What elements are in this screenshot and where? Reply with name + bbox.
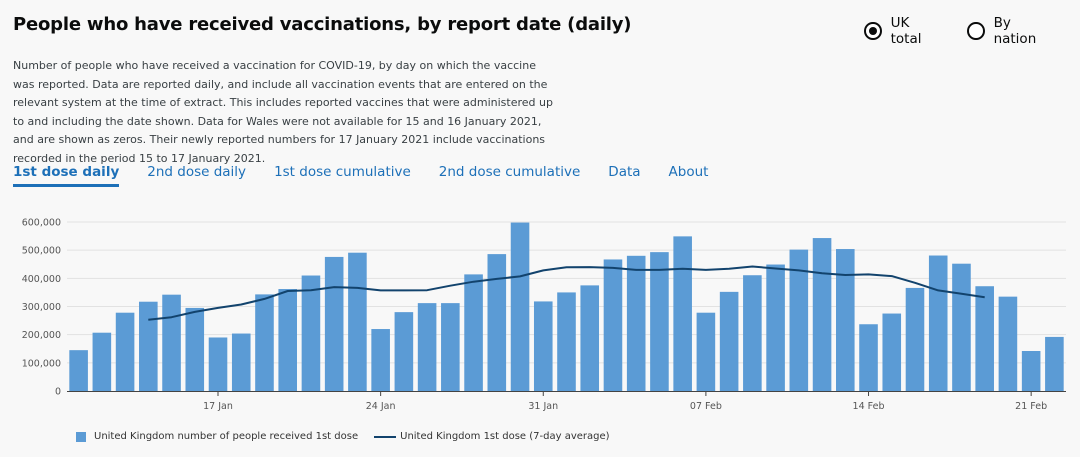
bar (115, 312, 135, 391)
chart-description: Number of people who have received a vac… (13, 59, 553, 165)
bar (510, 222, 530, 391)
bar (464, 274, 483, 391)
bar (557, 292, 576, 391)
bar (231, 333, 251, 391)
bar (626, 255, 646, 391)
view-radio-group: UK total By nation (864, 15, 1080, 47)
bar (603, 259, 623, 391)
bar (719, 291, 739, 391)
bar (371, 329, 390, 391)
radio-uk-total-label: UK total (890, 15, 922, 47)
tab-about[interactable]: About (668, 164, 709, 180)
y-tick-label: 400,000 (22, 274, 61, 285)
bar (1021, 351, 1041, 391)
bar (139, 301, 158, 391)
x-tick-label: 17 Jan (203, 401, 233, 412)
bar (208, 337, 228, 391)
bar (487, 254, 507, 391)
y-tick-label: 100,000 (22, 358, 61, 369)
bar (696, 312, 716, 391)
bar (928, 255, 948, 391)
bar (1045, 336, 1064, 391)
bar (580, 285, 600, 391)
line-legend-swatch (374, 435, 397, 438)
bar (394, 312, 414, 391)
radio-by-nation-label: By nation (993, 15, 1037, 47)
bar (882, 313, 902, 391)
bar (533, 301, 553, 391)
radio-unselected-icon[interactable] (966, 22, 985, 40)
bar (185, 307, 205, 391)
chart-legend: United Kingdom number of people received… (76, 431, 610, 442)
average-line (148, 265, 985, 321)
radio-uk-total[interactable]: UK total (864, 15, 943, 47)
bar (278, 289, 298, 391)
bar (301, 275, 321, 391)
bar (812, 238, 832, 391)
tab-data[interactable]: Data (608, 164, 641, 180)
tab-bar: 1st dose daily 2nd dose daily 1st dose c… (13, 164, 736, 187)
y-tick-label: 0 (55, 387, 61, 398)
radio-selected-icon[interactable] (864, 22, 882, 40)
bar (417, 303, 437, 391)
bar (650, 252, 669, 391)
legend-line-label: United Kingdom 1st dose (7-day average) (400, 431, 610, 442)
bar (92, 332, 112, 391)
bar (324, 256, 344, 391)
tab-2nd-dose-cumulative[interactable]: 2nd dose cumulative (438, 164, 581, 180)
bar (255, 294, 274, 391)
y-tick-label: 200,000 (22, 330, 61, 341)
bar (348, 252, 367, 391)
bar (905, 287, 925, 391)
x-tick-label: 31 Jan (528, 401, 558, 412)
chart-title: People who have received vaccinations, b… (13, 14, 632, 35)
radio-by-nation[interactable]: By nation (966, 15, 1056, 47)
x-tick-label: 14 Feb (853, 401, 885, 412)
bar (952, 263, 971, 391)
bar (673, 236, 692, 391)
bar (998, 296, 1018, 391)
bar (743, 275, 762, 391)
y-tick-label: 500,000 (22, 246, 61, 257)
bar-legend-swatch (76, 431, 86, 442)
bar (789, 249, 809, 391)
y-tick-label: 600,000 (22, 218, 61, 229)
tab-2nd-dose-daily[interactable]: 2nd dose daily (147, 164, 247, 180)
bar (835, 249, 855, 391)
y-tick-label: 300,000 (22, 302, 61, 313)
bar (859, 324, 878, 391)
x-tick-label: 21 Feb (1015, 401, 1047, 412)
tab-1st-dose-daily[interactable]: 1st dose daily (13, 164, 120, 187)
bar (162, 294, 181, 391)
bar (69, 350, 88, 391)
bar (441, 303, 460, 391)
x-tick-label: 07 Feb (690, 401, 722, 412)
bar (766, 264, 785, 391)
vaccination-chart: 0 100,000 200,000 300,000 400,000 500,000 600,… (22, 218, 1066, 412)
x-tick-label: 24 Jan (366, 401, 396, 412)
bar (975, 286, 994, 391)
legend-bar-label: United Kingdom number of people received… (94, 431, 359, 442)
tab-1st-dose-cumulative[interactable]: 1st dose cumulative (274, 164, 411, 180)
